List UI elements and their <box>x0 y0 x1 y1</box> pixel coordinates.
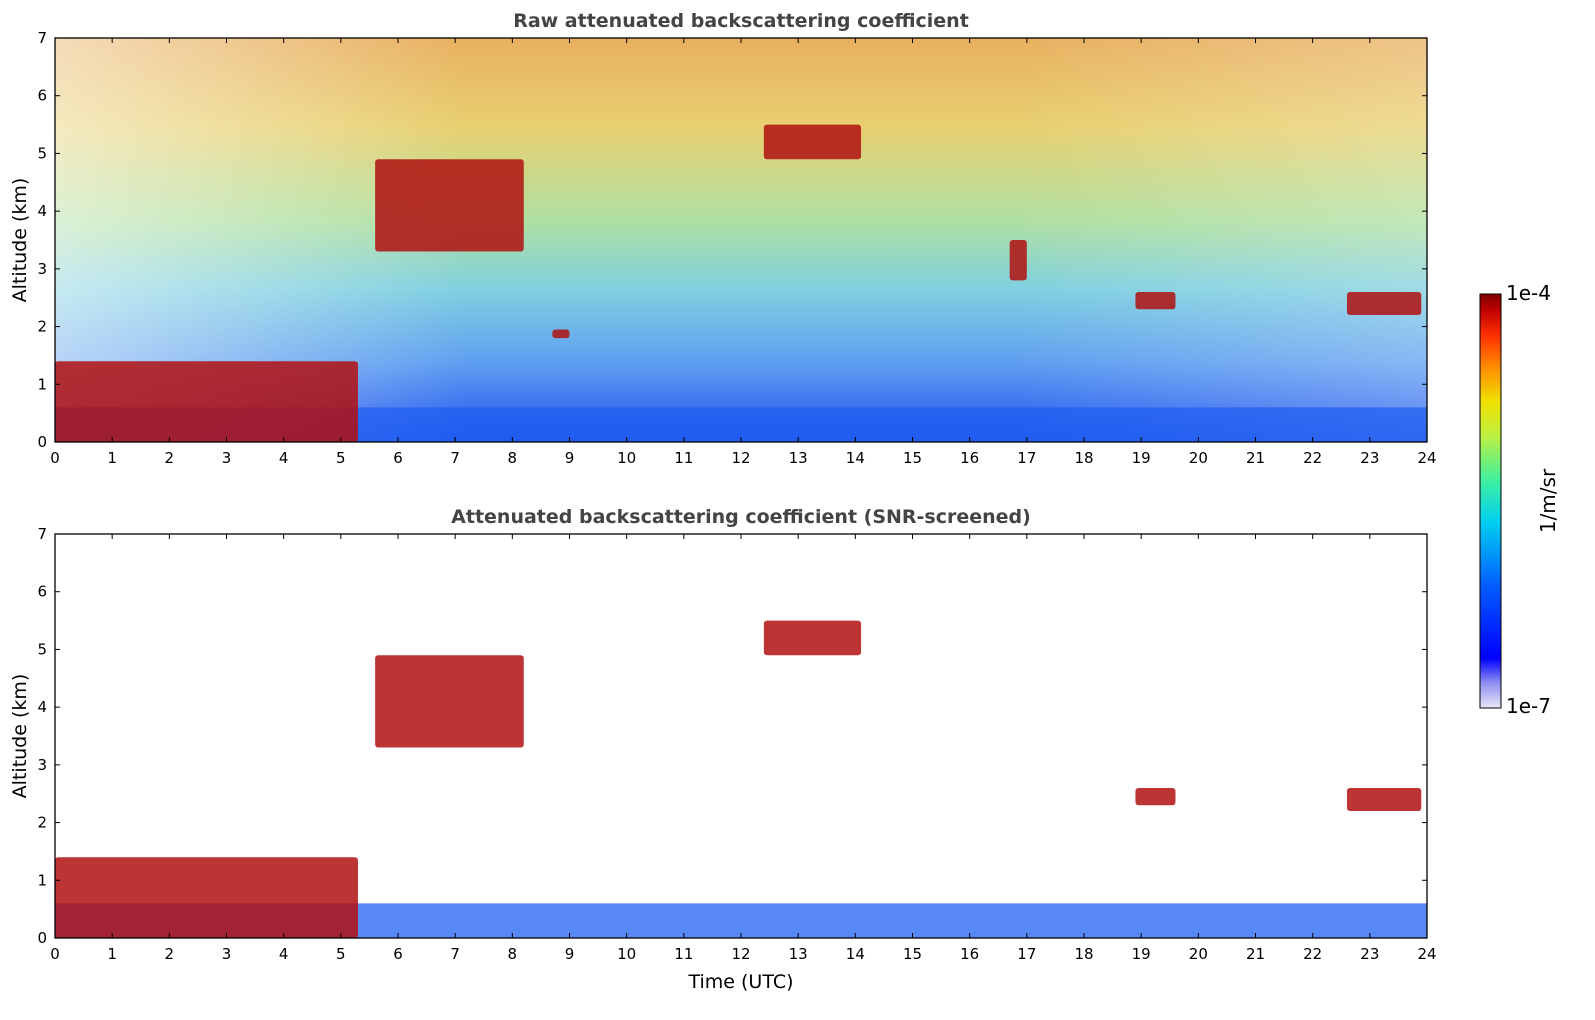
panel-1-y-tick-label: 4 <box>37 202 47 220</box>
panel-1-feature-5 <box>1346 291 1422 316</box>
panel-1-x-tick-label: 6 <box>393 449 403 467</box>
panel-1-y-tick-label: 5 <box>37 144 47 162</box>
panel-2-x-tick-label: 2 <box>165 945 175 963</box>
panel-1-features <box>55 124 1427 442</box>
panel-1-x-tick-label: 20 <box>1189 449 1208 467</box>
panel-2-feature-1 <box>55 857 358 938</box>
panel-1-x-tick-label: 8 <box>508 449 518 467</box>
panel-2-x-tick-label: 20 <box>1189 945 1208 963</box>
panel-1-x-tick-label: 19 <box>1132 449 1151 467</box>
panel-2-x-tick-label: 14 <box>846 945 865 963</box>
panel-2-y-tick-label: 7 <box>37 525 47 543</box>
panel-2-x-tick-label: 1 <box>107 945 117 963</box>
panel-2-x-tick-label: 15 <box>903 945 922 963</box>
colorbar-max-label: 1e-4 <box>1506 281 1551 305</box>
panel-2-x-tick-label: 4 <box>279 945 289 963</box>
panel-1-x-tick-label: 0 <box>50 449 60 467</box>
panel-1-x-tick-label: 14 <box>846 449 865 467</box>
panel-1-x-tick-label: 23 <box>1360 449 1379 467</box>
panel-2-y-tick-label: 2 <box>37 814 47 832</box>
panel-2-x-tick-label: 13 <box>789 945 808 963</box>
panel-1-x-tick-label: 17 <box>1017 449 1036 467</box>
panel-2-x-tick-label: 16 <box>960 945 979 963</box>
panel-1-y-tick-label: 7 <box>37 29 47 47</box>
panel-1-x-tick-label: 1 <box>107 449 117 467</box>
panel-1-title: Raw attenuated backscattering coefficien… <box>513 10 969 32</box>
panel-2-x-tick-label: 10 <box>617 945 636 963</box>
panel-2-x-tick-label: 8 <box>508 945 518 963</box>
panel-1-y-axis-label: Altitude (km) <box>9 178 31 303</box>
panel-2-feature-3 <box>763 620 862 656</box>
panel-2-plot-area <box>55 534 1427 938</box>
panel-2-x-tick-label: 18 <box>1074 945 1093 963</box>
panel-2-y-tick-label: 5 <box>37 640 47 658</box>
colorbar-min-label: 1e-7 <box>1506 694 1551 718</box>
panel-1-y-tick-label: 2 <box>37 318 47 336</box>
panel-1-x-tick-label: 2 <box>165 449 175 467</box>
panel-1-feature-4 <box>1135 291 1176 310</box>
colorbar-unit-label: 1/m/sr <box>1536 468 1560 533</box>
panel-2-x-tick-label: 9 <box>565 945 575 963</box>
panel-1-x-tick-label: 18 <box>1074 449 1093 467</box>
panel-1-x-tick-label: 16 <box>960 449 979 467</box>
panel-2-y-tick-label: 3 <box>37 756 47 774</box>
panel-1-feature-1 <box>55 361 358 442</box>
panel-1-x-tick-label: 3 <box>222 449 232 467</box>
panel-2-x-tick-label: 12 <box>731 945 750 963</box>
panel-1-x-tick-label: 24 <box>1417 449 1436 467</box>
panel-2-y-tick-label: 0 <box>37 929 47 947</box>
colorbar <box>1479 293 1502 709</box>
panel-2-x-tick-label: 24 <box>1417 945 1436 963</box>
panel-1-y-tick-label: 3 <box>37 260 47 278</box>
panel-2-x-tick-label: 22 <box>1303 945 1322 963</box>
x-axis-label: Time (UTC) <box>687 971 793 993</box>
panel-2-x-tick-label: 5 <box>336 945 346 963</box>
panel-1-feature-7 <box>552 329 570 339</box>
panel-1-x-tick-label: 7 <box>450 449 460 467</box>
panel-2-x-tick-label: 17 <box>1017 945 1036 963</box>
panel-2-x-tick-label: 11 <box>674 945 693 963</box>
panel-2-y-tick-label: 6 <box>37 583 47 601</box>
panel-1-y-tick-label: 1 <box>37 375 47 393</box>
panel-2-x-tick-label: 23 <box>1360 945 1379 963</box>
panel-1-axes: 0 1 2 3 4 5 6 7 8 9 10 11 12 13 14 15 16 17 18 19 20 21 22 23 24… <box>37 29 1436 467</box>
panel-1-y-tick-label: 0 <box>37 433 47 451</box>
panel-2-x-tick-label: 0 <box>50 945 60 963</box>
panel-1-feature-6 <box>1009 240 1027 281</box>
panel-1-feature-3 <box>763 124 862 160</box>
panel-2-y-axis-label: Altitude (km) <box>9 674 31 799</box>
panel-2-x-tick-label: 21 <box>1246 945 1265 963</box>
panel-1-y-tick-label: 6 <box>37 87 47 105</box>
panel-1-x-tick-label: 15 <box>903 449 922 467</box>
panel-1-x-tick-label: 13 <box>789 449 808 467</box>
panel-2-axes: 0 1 2 3 4 5 6 7 8 9 10 11 12 13 14 15 16 17 18 19 20 21 22 23 24… <box>37 525 1436 963</box>
panel-2-feature-2 <box>375 655 524 748</box>
panel-1-x-tick-label: 12 <box>731 449 750 467</box>
panel-1-plot-area <box>55 38 1427 442</box>
panel-2-y-tick-label: 4 <box>37 698 47 716</box>
panel-1-feature-2 <box>375 159 524 252</box>
panel-2-x-tick-label: 3 <box>222 945 232 963</box>
panel-1-x-tick-label: 21 <box>1246 449 1265 467</box>
panel-2-features <box>55 620 1427 938</box>
panel-2-x-tick-label: 6 <box>393 945 403 963</box>
panel-2-x-tick-label: 7 <box>450 945 460 963</box>
panel-1-x-tick-label: 9 <box>565 449 575 467</box>
panel-2-y-tick-label: 1 <box>37 871 47 889</box>
panel-1-x-tick-label: 22 <box>1303 449 1322 467</box>
panel-1-x-tick-label: 5 <box>336 449 346 467</box>
panel-1-x-tick-label: 10 <box>617 449 636 467</box>
panel-2-feature-4 <box>1135 787 1176 806</box>
panel-1-x-tick-label: 4 <box>279 449 289 467</box>
panel-2-x-tick-label: 19 <box>1132 945 1151 963</box>
panel-2-feature-5 <box>1346 787 1422 812</box>
panel-2-title: Attenuated backscattering coefficient (S… <box>451 506 1031 528</box>
panel-1-x-tick-label: 11 <box>674 449 693 467</box>
